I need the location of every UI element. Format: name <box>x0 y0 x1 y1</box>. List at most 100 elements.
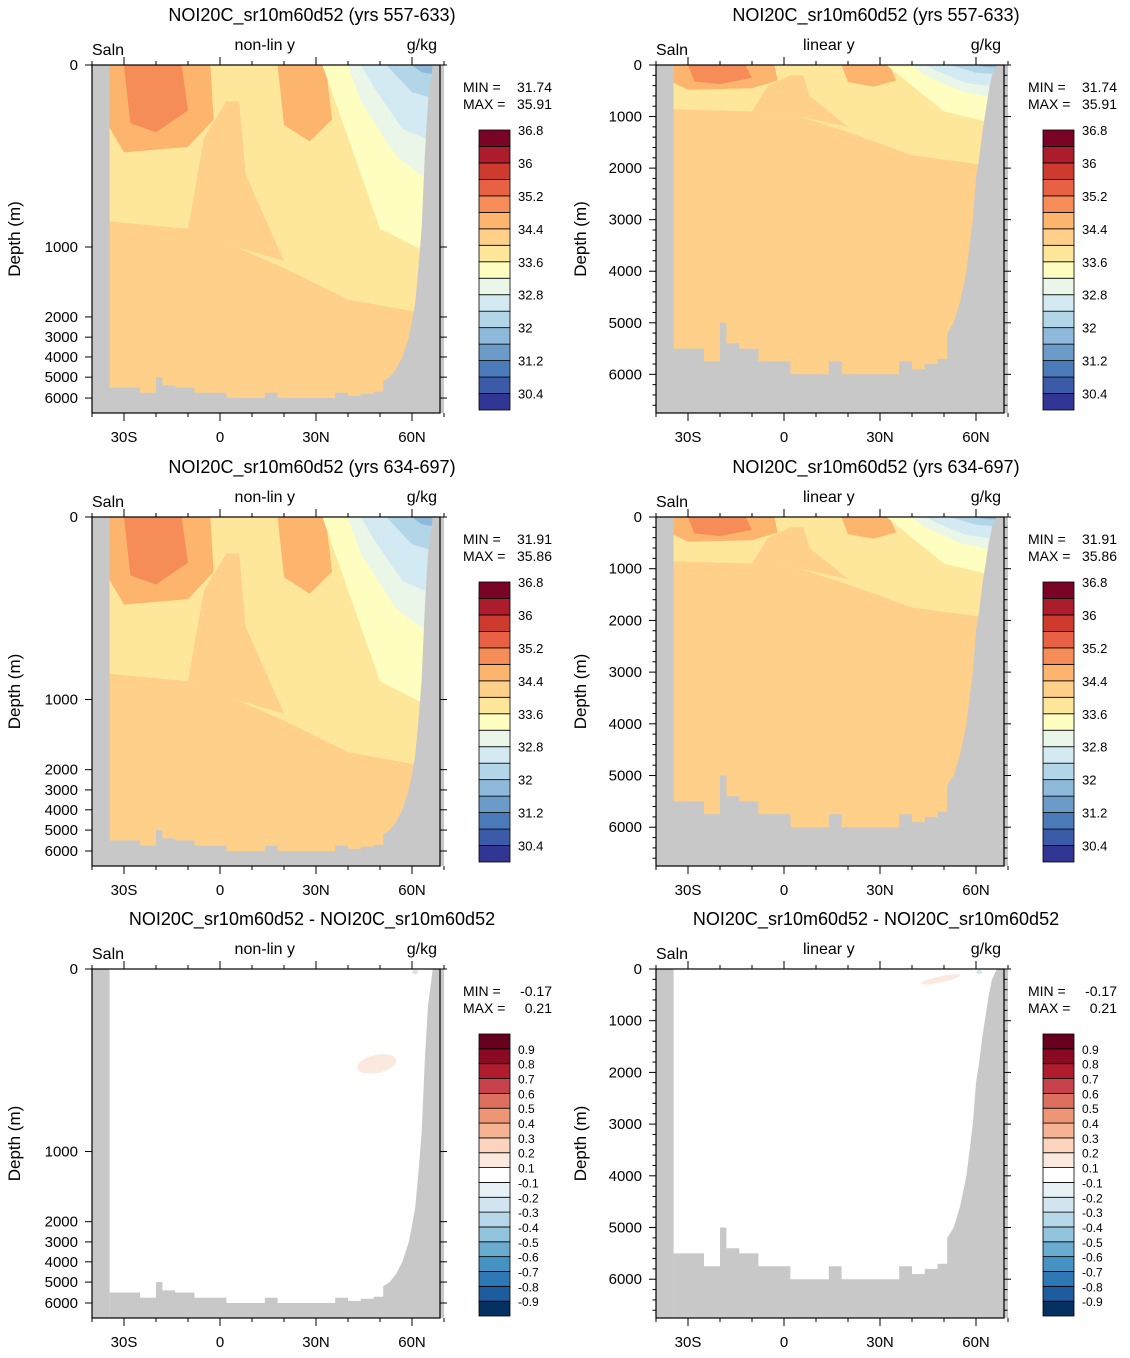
colorbar-label-2-6: 35.2 <box>518 641 543 656</box>
colorbar-label-0-7: 36 <box>518 156 532 171</box>
colorbar-swatch-0-10 <box>478 228 511 246</box>
x-tick-label-4-3: 60N <box>398 1334 426 1351</box>
colorbar-label-4-8: -0.1 <box>518 1176 539 1190</box>
colorbar-label-3-4: 33.6 <box>1082 707 1107 722</box>
colorbar-swatch-0-14 <box>478 162 511 180</box>
colorbar-0: 30.4 31.2 32 32.8 33.6 34.4 35.2 36 36.8 <box>478 123 543 411</box>
y-tick-label-3-4: 4000 <box>609 716 642 733</box>
colorbar-swatch-3-6 <box>1042 746 1075 764</box>
y-tick-label-4-1: 1000 <box>45 1144 78 1161</box>
y-tick-label-1-1: 1000 <box>609 109 642 126</box>
colorbar-swatch-1-16 <box>1042 129 1075 147</box>
colorbar-label-2-5: 34.4 <box>518 674 543 689</box>
x-tick-label-4-0: 30S <box>111 1334 138 1351</box>
y-tick-label-4-4: 4000 <box>45 1254 78 1271</box>
panel-0: 30S 0 30N 60N 0 1000 2000 3000 4000 5000 6000 Depth… <box>5 5 552 446</box>
colorbar-swatch-1-6 <box>1042 294 1075 312</box>
colorbar-swatch-1-3 <box>1042 343 1075 361</box>
colorbar-swatch-4-17 <box>478 1048 511 1065</box>
y-tick-label-3-3: 3000 <box>609 664 642 681</box>
colorbar-swatch-2-7 <box>478 729 511 748</box>
land-right-0 <box>432 65 440 413</box>
colorbar-label-1-5: 34.4 <box>1082 222 1107 237</box>
colorbar-label-2-2: 32 <box>518 773 532 788</box>
colorbar-swatch-4-2 <box>478 1271 511 1287</box>
y-tick-label-5-2: 2000 <box>609 1064 642 1081</box>
colorbar-swatch-0-13 <box>478 179 511 197</box>
colorbar-swatch-4-6 <box>478 1211 511 1228</box>
y-tick-label-3-0: 0 <box>634 509 642 526</box>
colorbar-swatch-1-2 <box>1042 360 1075 378</box>
colorbar-swatch-2-0 <box>478 845 511 863</box>
colorbar-swatch-3-5 <box>1042 762 1075 781</box>
y-tick-label-5-4: 4000 <box>609 1168 642 1185</box>
colorbar-label-3-0: 30.4 <box>1082 839 1107 854</box>
colorbar-label-3-8: 36.8 <box>1082 575 1107 590</box>
colorbar-swatch-5-18 <box>1042 1033 1075 1050</box>
y-tick-label-5-3: 3000 <box>609 1116 642 1133</box>
colorbar-swatch-5-9 <box>1042 1167 1075 1183</box>
colorbar-swatch-2-9 <box>478 696 511 715</box>
y-tick-label-0-3: 3000 <box>45 329 78 346</box>
colorbar-label-4-17: 0.9 <box>518 1043 535 1057</box>
y-tick-label-5-0: 0 <box>634 961 642 978</box>
colorbar-swatch-4-10 <box>478 1152 511 1168</box>
colorbar-swatch-5-5 <box>1042 1226 1075 1243</box>
colorbar-label-5-17: 0.9 <box>1082 1043 1099 1057</box>
colorbar-label-4-5: -0.4 <box>518 1221 539 1235</box>
min-value-2: 31.91 <box>517 531 552 547</box>
panel-axis-type-label-2: non-lin y <box>235 489 295 506</box>
contour-band-1-4 <box>688 65 752 85</box>
panel-3: 30S 0 30N 60N 0 1000 2000 3000 4000 5000 6000 Depth… <box>571 457 1117 899</box>
colorbar-label-4-14: 0.6 <box>518 1087 535 1101</box>
max-label-0: MAX = <box>463 96 505 112</box>
x-tick-label-4-2: 30N <box>302 1334 330 1351</box>
colorbar-label-1-6: 35.2 <box>1082 189 1107 204</box>
colorbar-swatch-0-11 <box>478 211 511 230</box>
panel-title-0: NOI20C_sr10m60d52 (yrs 557-633) <box>168 5 455 26</box>
x-tick-label-5-2: 30N <box>866 1334 894 1351</box>
colorbar-swatch-3-11 <box>1042 663 1075 682</box>
min-label-4: MIN = <box>463 983 501 999</box>
colorbar-swatch-2-10 <box>478 680 511 698</box>
y-tick-label-3-1: 1000 <box>609 561 642 578</box>
y-tick-label-4-2: 2000 <box>45 1214 78 1231</box>
colorbar-swatch-3-14 <box>1042 614 1075 632</box>
colorbar-label-4-1: -0.8 <box>518 1280 539 1294</box>
colorbar-swatch-2-2 <box>478 812 511 830</box>
colorbar-4: -0.9-0.8-0.7-0.6-0.5-0.4-0.3-0.2-0.10.10… <box>478 1033 539 1317</box>
colorbar-swatch-5-17 <box>1042 1048 1075 1065</box>
plot-frame-4 <box>91 968 441 1319</box>
colorbar-swatch-5-1 <box>1042 1285 1075 1302</box>
colorbar-swatch-4-11 <box>478 1137 511 1154</box>
colorbar-label-3-1: 31.2 <box>1082 806 1107 821</box>
colorbar-swatch-3-4 <box>1042 779 1075 797</box>
colorbar-swatch-5-6 <box>1042 1211 1075 1228</box>
colorbar-swatch-5-12 <box>1042 1122 1075 1139</box>
colorbar-5: -0.9-0.8-0.7-0.6-0.5-0.4-0.3-0.2-0.10.10… <box>1042 1033 1103 1317</box>
colorbar-swatch-1-0 <box>1042 393 1075 411</box>
panel-units-label-0: g/kg <box>407 37 437 54</box>
colorbar-swatch-0-6 <box>478 294 511 312</box>
colorbar-swatch-4-12 <box>478 1122 511 1139</box>
colorbar-swatch-5-7 <box>1042 1196 1075 1213</box>
colorbar-swatch-2-1 <box>478 828 511 846</box>
plot-area-3 <box>656 517 1008 866</box>
max-label-1: MAX = <box>1028 96 1070 112</box>
colorbar-label-5-3: -0.6 <box>1082 1251 1103 1265</box>
diff-anomaly-5 <box>921 974 961 985</box>
colorbar-swatch-3-1 <box>1042 828 1075 846</box>
plot-frame-0 <box>91 64 441 414</box>
colorbar-label-4-15: 0.7 <box>518 1073 535 1087</box>
contour-band-1-2 <box>752 75 848 127</box>
panel-axis-type-label-0: non-lin y <box>235 37 295 54</box>
min-value-0: 31.74 <box>517 79 552 95</box>
y-tick-label-1-4: 4000 <box>609 263 642 280</box>
colorbar-swatch-0-1 <box>478 376 511 394</box>
colorbar-label-4-6: -0.3 <box>518 1206 539 1220</box>
colorbar-label-3-3: 32.8 <box>1082 740 1107 755</box>
colorbar-swatch-5-10 <box>1042 1152 1075 1168</box>
contour-band-2-4 <box>124 517 188 585</box>
colorbar-label-0-3: 32.8 <box>518 288 543 303</box>
x-tick-label-0-0: 30S <box>111 429 138 446</box>
